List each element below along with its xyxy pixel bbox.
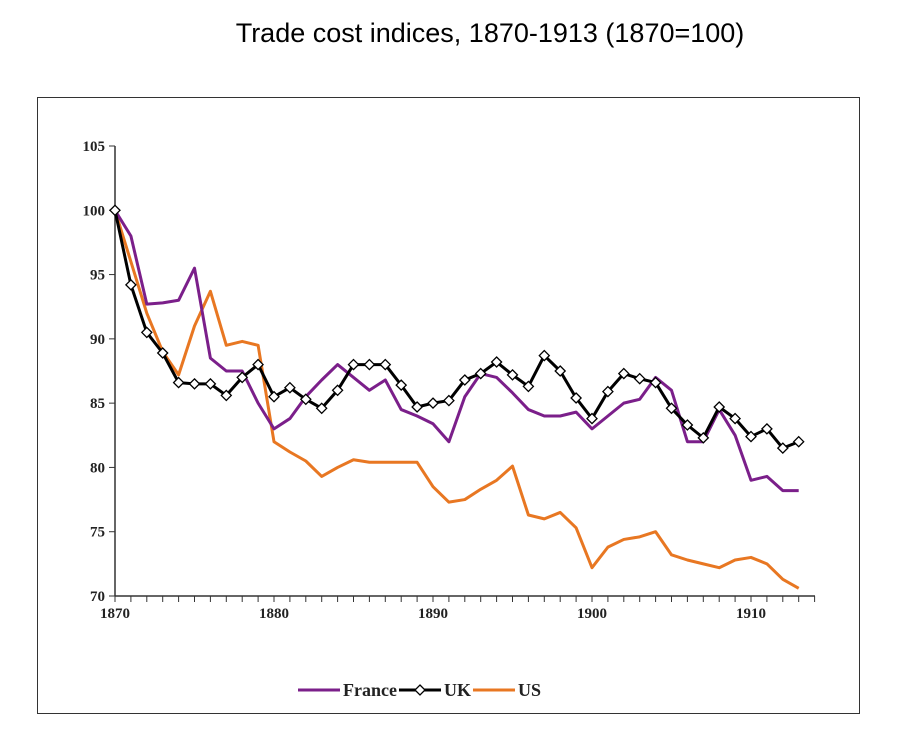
data-point-uk	[427, 397, 439, 410]
data-point-uk	[601, 385, 614, 398]
data-point-uk	[347, 358, 360, 371]
y-tick-label: 75	[90, 525, 105, 541]
x-tick-label: 1890	[418, 606, 448, 622]
data-point-uk	[713, 401, 726, 413]
data-point-uk	[204, 377, 217, 390]
chart-frame	[37, 97, 860, 714]
series-line-uk	[113, 209, 800, 450]
data-point-uk	[792, 435, 805, 448]
data-point-uk	[538, 349, 551, 362]
legend-label-uk: UK	[444, 680, 471, 700]
data-point-uk	[442, 394, 455, 407]
data-point-uk	[776, 442, 789, 455]
data-point-uk	[681, 419, 694, 431]
data-point-uk	[331, 384, 344, 397]
y-tick-label: 95	[90, 268, 105, 284]
data-point-uk	[140, 326, 153, 339]
legend-marker	[414, 684, 426, 696]
x-tick-label: 1910	[736, 606, 766, 622]
y-tick-label: 70	[90, 589, 105, 605]
data-point-uk	[665, 402, 678, 415]
x-tick-label: 1880	[259, 606, 289, 622]
data-point-uk	[411, 401, 424, 413]
series-line-us	[113, 209, 800, 590]
data-point-uk	[172, 376, 185, 389]
legend-label-us: US	[518, 680, 541, 700]
data-point-uk	[220, 389, 233, 402]
data-point-uk	[268, 390, 280, 403]
data-point-uk	[252, 358, 265, 371]
data-point-uk	[395, 379, 408, 392]
data-point-uk	[745, 430, 757, 443]
data-point-uk	[697, 431, 710, 444]
y-tick-label: 105	[83, 139, 106, 155]
x-tick-label: 1900	[577, 606, 607, 622]
data-point-uk	[586, 412, 598, 425]
y-tick-label: 80	[90, 460, 105, 476]
data-point-uk	[156, 347, 169, 359]
data-point-uk	[506, 368, 519, 381]
data-point-uk	[379, 358, 392, 371]
chart-title: Trade cost indices, 1870-1913 (1870=100)	[235, 18, 745, 48]
data-point-uk	[729, 412, 742, 425]
data-point-uk	[522, 380, 535, 393]
data-point-uk	[236, 371, 249, 384]
data-point-uk	[124, 278, 137, 291]
x-tick-label: 1870	[100, 606, 130, 622]
data-point-uk	[570, 392, 583, 404]
data-point-uk	[554, 365, 567, 377]
data-point-uk	[299, 393, 312, 406]
legend-label-france: France	[343, 680, 397, 700]
data-point-uk	[474, 367, 487, 380]
y-tick-label: 100	[83, 203, 106, 219]
data-point-uk	[490, 356, 503, 368]
data-point-uk	[109, 204, 121, 217]
series-line-france	[113, 209, 799, 493]
data-point-uk	[363, 358, 376, 371]
data-point-uk	[633, 372, 646, 385]
data-point-uk	[188, 377, 201, 390]
data-point-uk	[649, 376, 662, 389]
y-tick-label: 85	[90, 396, 105, 412]
data-point-uk	[283, 381, 296, 394]
data-point-uk	[760, 422, 773, 435]
data-point-uk	[315, 402, 328, 415]
data-point-uk	[617, 367, 630, 380]
data-point-uk	[458, 374, 471, 386]
y-tick-label: 90	[90, 332, 105, 348]
